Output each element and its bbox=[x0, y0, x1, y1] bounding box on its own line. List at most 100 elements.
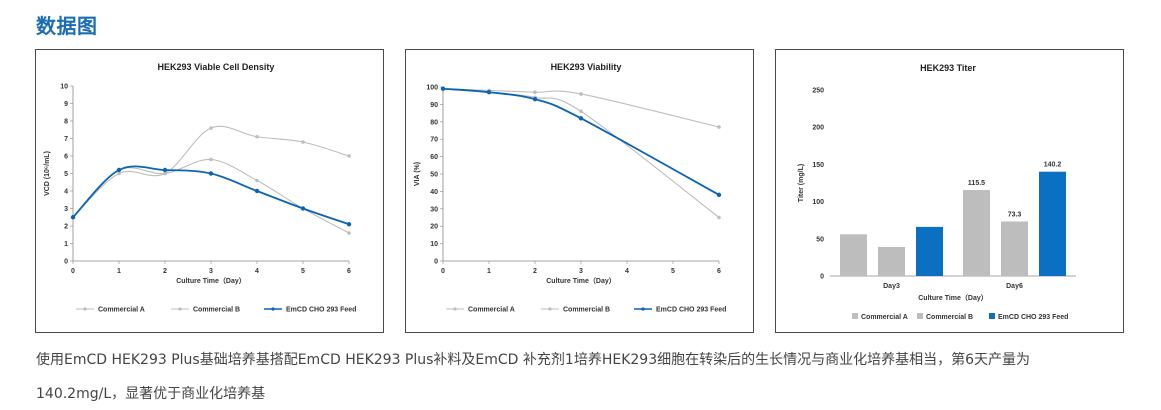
y-tick-label: 5 bbox=[64, 171, 68, 178]
x-category-label: Day6 bbox=[1006, 283, 1023, 290]
legend-marker-commercial-b bbox=[548, 307, 552, 311]
chart-title: HEK293 Viable Cell Density bbox=[158, 62, 275, 72]
y-tick-label: 4 bbox=[64, 189, 68, 196]
chart-title: HEK293 Viability bbox=[551, 62, 622, 72]
x-tick-label: 3 bbox=[209, 268, 213, 275]
y-tick-label: 250 bbox=[812, 88, 824, 95]
bar-day6-emcd-cho-293-feed bbox=[1039, 171, 1066, 276]
y-tick-label: 7 bbox=[64, 136, 68, 143]
x-tick-label: 5 bbox=[301, 268, 305, 275]
y-tick-label: 80 bbox=[430, 119, 438, 126]
y-tick-label: 60 bbox=[430, 154, 438, 161]
y-tick-label: 70 bbox=[430, 137, 438, 144]
legend-swatch-commercial-a bbox=[852, 313, 858, 319]
data-label-day6-commercial-b: 73.3 bbox=[1008, 211, 1022, 218]
viability-line-chart: HEK293 Viability 0 10 20 30 40 50 60 70 80 90 100 0 1… bbox=[414, 62, 726, 314]
legend-label-commercial-b: Commercial B bbox=[193, 307, 240, 314]
y-tick-label: 20 bbox=[430, 224, 438, 231]
chart-panel-vcd: HEK293 Viable Cell Density 0 1 2 3 4 5 6 7 8 9 10 0 1… bbox=[35, 49, 384, 333]
chart-panel-viability: HEK293 Viability 0 10 20 30 40 50 60 70 80 90 100 0 1… bbox=[405, 49, 754, 333]
data-label-day6-emcd-cho-293-feed: 140.2 bbox=[1044, 162, 1062, 169]
chart-panel-titer: HEK293 Titer 0 50 100 150 200 250 Day3 115.5 73.3… bbox=[775, 49, 1124, 333]
x-tick-label: 5 bbox=[671, 268, 675, 275]
data-point-emcd-cho-293-feed bbox=[208, 171, 214, 176]
data-point-emcd-cho-293-feed bbox=[578, 116, 584, 121]
y-axis-label: VIA (%) bbox=[414, 162, 421, 186]
data-point-emcd-cho-293-feed bbox=[532, 96, 538, 102]
legend-label-emcd-cho-293-feed: EmCD CHO 293 Feed bbox=[998, 314, 1068, 321]
legend-label-commercial-b: Commercial B bbox=[926, 314, 973, 321]
y-tick-label: 0 bbox=[434, 259, 438, 266]
series-line-commercial-a bbox=[442, 88, 720, 128]
x-tick-label: 6 bbox=[717, 268, 721, 275]
series-line-commercial-b bbox=[72, 158, 350, 234]
titer-bar-chart: HEK293 Titer 0 50 100 150 200 250 Day3 115.5 73.3… bbox=[798, 63, 1076, 321]
y-tick-label: 100 bbox=[812, 199, 824, 206]
bar-day3-commercial-b bbox=[878, 246, 905, 276]
caption-line-1: 使用EmCD HEK293 Plus基础培养基搭配EmCD HEK293 Plu… bbox=[36, 352, 1031, 368]
legend-marker-emcd-cho-293-feed bbox=[641, 307, 645, 311]
data-label-day6-commercial-a: 115.5 bbox=[968, 180, 985, 187]
x-tick-label: 1 bbox=[117, 268, 121, 275]
bar-day6-commercial-a bbox=[963, 190, 990, 276]
x-tick-label: 3 bbox=[579, 268, 583, 275]
y-tick-label: 10 bbox=[430, 241, 438, 248]
y-tick-label: 30 bbox=[430, 206, 438, 213]
bar-day3-emcd-cho-293-feed bbox=[916, 226, 943, 276]
data-point-commercial-b bbox=[209, 157, 213, 162]
data-point-commercial-a bbox=[717, 125, 721, 129]
data-point-emcd-cho-293-feed bbox=[254, 188, 260, 194]
data-point-commercial-b bbox=[163, 171, 167, 176]
data-point-emcd-cho-293-feed bbox=[716, 192, 722, 198]
bar-day6-commercial-b bbox=[1001, 221, 1028, 276]
caption-line-2: 140.2mg/L，显著优于商业化培养基 bbox=[36, 386, 266, 402]
legend-swatch-commercial-b bbox=[917, 313, 923, 319]
legend-label-commercial-b: Commercial B bbox=[563, 307, 610, 314]
vcd-line-chart: HEK293 Viable Cell Density 0 1 2 3 4 5 6 7 8 9 10 0 1… bbox=[44, 62, 356, 314]
data-point-commercial-a bbox=[209, 126, 213, 130]
y-tick-label: 100 bbox=[426, 85, 438, 92]
legend-marker-commercial-a bbox=[83, 307, 87, 311]
data-point-commercial-b bbox=[255, 178, 259, 183]
data-point-commercial-a bbox=[301, 140, 305, 144]
y-tick-label: 200 bbox=[812, 125, 824, 132]
y-tick-label: 90 bbox=[430, 102, 438, 109]
x-tick-label: 2 bbox=[163, 268, 167, 275]
x-category-label: Day3 bbox=[883, 283, 900, 290]
data-point-emcd-cho-293-feed bbox=[440, 86, 446, 91]
data-point-emcd-cho-293-feed bbox=[116, 167, 122, 173]
series-line-commercial-b bbox=[442, 88, 720, 218]
data-point-emcd-cho-293-feed bbox=[346, 222, 352, 227]
y-tick-label: 40 bbox=[430, 189, 438, 196]
data-point-commercial-a bbox=[579, 92, 583, 96]
legend-marker-commercial-b bbox=[178, 307, 182, 311]
y-tick-label: 9 bbox=[64, 101, 68, 108]
legend-label-commercial-a: Commercial A bbox=[98, 307, 145, 314]
y-axis-label: VCD (10⁶/mL) bbox=[44, 151, 51, 196]
bar-day3-commercial-a bbox=[840, 234, 867, 276]
y-tick-label: 6 bbox=[64, 154, 68, 161]
y-tick-label: 150 bbox=[812, 162, 824, 169]
y-tick-label: 1 bbox=[64, 241, 68, 248]
x-tick-label: 4 bbox=[255, 268, 259, 275]
data-point-commercial-a bbox=[533, 90, 537, 95]
data-point-emcd-cho-293-feed bbox=[300, 206, 306, 211]
data-point-commercial-b bbox=[717, 215, 721, 220]
data-point-emcd-cho-293-feed bbox=[162, 167, 168, 173]
y-tick-label: 3 bbox=[64, 206, 68, 213]
chart-title: HEK293 Titer bbox=[920, 63, 976, 73]
data-point-emcd-cho-293-feed bbox=[486, 90, 492, 95]
x-tick-label: 6 bbox=[347, 268, 351, 275]
data-point-commercial-a bbox=[117, 171, 121, 176]
legend-marker-emcd-cho-293-feed bbox=[271, 307, 275, 311]
series-line-emcd-cho-293-feed bbox=[442, 87, 720, 196]
x-axis-label: Culture Time（Day） bbox=[546, 277, 616, 285]
legend-swatch-emcd-cho-293-feed bbox=[989, 313, 995, 319]
legend-label-emcd-cho-293-feed: EmCD CHO 293 Feed bbox=[656, 307, 726, 314]
data-point-commercial-b bbox=[579, 109, 583, 114]
data-point-emcd-cho-293-feed bbox=[70, 215, 76, 220]
y-tick-label: 2 bbox=[64, 224, 68, 231]
y-tick-label: 0 bbox=[820, 274, 824, 281]
x-tick-label: 1 bbox=[487, 268, 491, 275]
x-axis-label: Culture Time（Day） bbox=[918, 294, 988, 302]
